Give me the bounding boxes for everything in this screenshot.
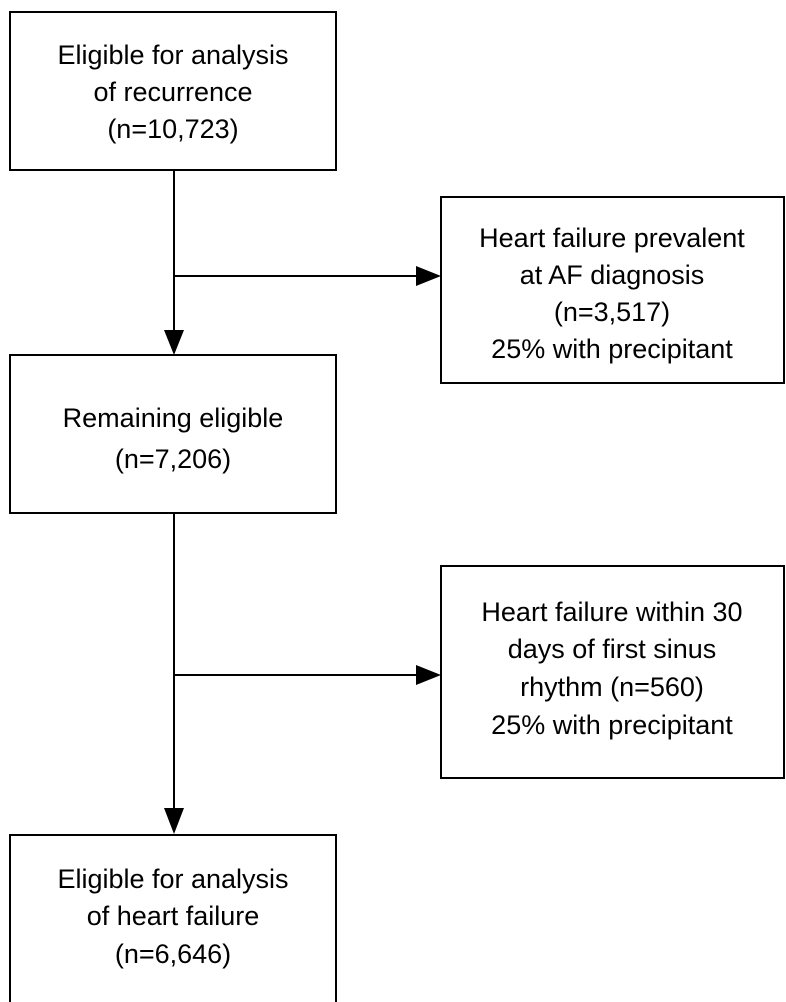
node-text: Heart failure prevalent [479,223,745,253]
node-box [440,565,785,779]
node-text: Eligible for analysis [57,40,288,70]
arrowhead [164,808,184,834]
node-text: of recurrence [93,77,252,107]
node-text: (n=7,206) [115,444,231,474]
arrowhead [416,665,441,685]
node-text: 25% with precipitant [491,334,733,364]
arrowhead [416,266,441,286]
node-text: Remaining eligible [63,403,284,433]
node-box [440,196,785,384]
node-box [9,834,337,1002]
node-box [9,11,337,171]
node-text: (n=6,646) [115,939,231,969]
node-text: days of first sinus [508,634,717,664]
node-text: rhythm (n=560) [520,672,704,702]
arrowhead [164,330,184,355]
node-text: (n=10,723) [107,114,238,144]
node-text: Eligible for analysis [57,864,288,894]
node-text: (n=3,517) [554,297,670,327]
node-text: of heart failure [87,901,260,931]
node-text: Heart failure within 30 [481,597,742,627]
node-text: at AF diagnosis [520,260,705,290]
node-box [9,354,337,514]
node-text: 25% with precipitant [491,710,733,740]
